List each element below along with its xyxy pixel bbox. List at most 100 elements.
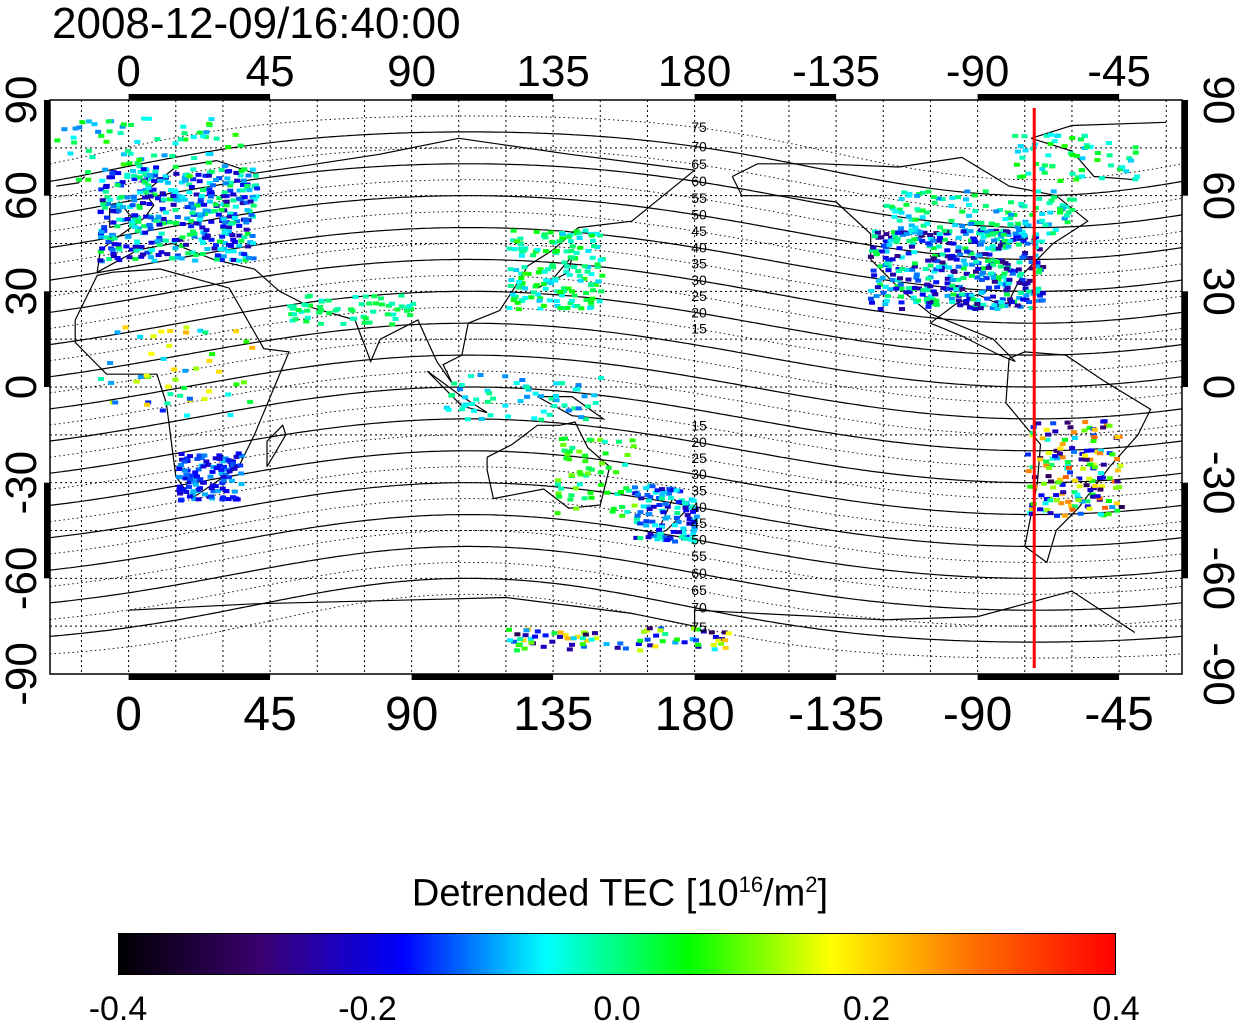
tec-data-point xyxy=(515,643,522,648)
tec-data-point xyxy=(886,242,893,247)
contour-label: 65 xyxy=(691,582,707,598)
tec-data-point xyxy=(522,633,529,638)
tec-data-point xyxy=(557,634,563,639)
tec-data-point xyxy=(209,469,216,474)
tec-data-point xyxy=(516,280,523,284)
tec-data-point xyxy=(1036,196,1043,201)
tec-data-point xyxy=(982,203,989,208)
tec-data-point xyxy=(158,250,165,255)
tec-data-point xyxy=(578,415,585,420)
tec-data-point xyxy=(888,238,895,243)
tec-data-point xyxy=(1059,482,1066,487)
tec-data-point xyxy=(542,235,549,240)
tec-data-point xyxy=(1033,234,1040,239)
tec-data-point xyxy=(583,473,590,478)
tec-data-point xyxy=(622,462,629,467)
tec-data-point xyxy=(1041,163,1048,168)
tec-data-point xyxy=(1079,156,1086,161)
tec-data-point xyxy=(160,216,167,221)
tec-data-point xyxy=(931,200,938,205)
tec-data-point xyxy=(231,466,238,471)
tec-data-point xyxy=(135,216,142,221)
tec-data-point xyxy=(120,162,127,167)
tec-data-point xyxy=(1007,297,1014,302)
tec-data-point xyxy=(1044,437,1051,442)
tec-data-point xyxy=(588,495,595,500)
tec-data-point xyxy=(980,266,987,271)
tec-data-point xyxy=(186,396,193,401)
tec-data-point xyxy=(1114,468,1121,473)
tec-data-point xyxy=(116,217,123,222)
tec-data-point xyxy=(588,283,595,288)
tec-data-point xyxy=(1081,134,1088,139)
tec-data-point xyxy=(201,397,208,402)
tec-data-point xyxy=(1005,232,1012,237)
tec-data-point xyxy=(1105,499,1112,503)
tec-data-point xyxy=(244,232,251,236)
tec-data-point xyxy=(878,235,885,240)
tec-data-point xyxy=(490,396,497,401)
tec-data-point xyxy=(202,235,209,240)
tec-data-point xyxy=(216,176,223,181)
timestamp-title: 2008-12-09/16:40:00 xyxy=(52,0,461,48)
tec-data-point xyxy=(1029,212,1036,217)
tec-data-point xyxy=(1033,298,1040,303)
tec-data-point xyxy=(366,301,373,306)
tec-data-point xyxy=(883,203,890,208)
tec-data-point xyxy=(530,253,537,258)
tec-data-point xyxy=(1049,456,1056,461)
tec-data-point xyxy=(989,244,996,249)
tec-data-point xyxy=(957,284,964,289)
tec-data-point xyxy=(371,294,378,299)
tec-data-point xyxy=(1053,493,1060,498)
tec-data-point xyxy=(109,171,116,176)
tec-data-point xyxy=(591,244,598,248)
tec-data-point xyxy=(191,479,198,484)
tec-data-point xyxy=(565,408,572,413)
tec-data-point xyxy=(964,249,971,254)
tec-data-point xyxy=(681,640,688,645)
tec-data-point xyxy=(223,203,230,208)
tec-data-point xyxy=(316,310,323,315)
tec-data-point xyxy=(206,121,212,126)
tec-data-point xyxy=(1116,485,1123,490)
tec-data-point xyxy=(576,236,583,240)
tec-data-point xyxy=(997,281,1004,286)
tec-data-point xyxy=(144,250,151,255)
tec-data-point xyxy=(1045,432,1051,437)
tec-data-point xyxy=(97,258,104,263)
tec-data-point xyxy=(1041,170,1048,175)
tec-data-point xyxy=(1114,479,1121,484)
tec-data-point xyxy=(349,308,356,313)
contour-label: 20 xyxy=(691,304,707,320)
tec-data-point xyxy=(925,258,932,263)
tec-data-point xyxy=(583,291,590,295)
tec-data-point xyxy=(584,269,591,274)
tec-data-point xyxy=(712,635,719,639)
tec-data-point xyxy=(461,403,468,408)
colorbar-tick-label: 0.0 xyxy=(593,990,641,1028)
frame-scale-segment xyxy=(44,100,50,196)
tec-data-point xyxy=(120,217,126,222)
tec-data-point xyxy=(236,223,243,228)
tec-data-point xyxy=(85,148,92,153)
tec-data-point xyxy=(199,225,206,230)
tec-data-point xyxy=(540,644,547,649)
tec-data-point xyxy=(948,253,955,258)
tec-data-point xyxy=(211,246,218,251)
tec-data-point xyxy=(975,266,982,271)
tec-data-point xyxy=(899,232,906,237)
tec-data-point xyxy=(148,240,155,245)
tec-data-point xyxy=(445,407,452,412)
tec-data-point xyxy=(919,190,926,195)
tec-data-point xyxy=(1003,266,1010,271)
tec-data-point xyxy=(715,638,722,643)
tec-data-point xyxy=(994,307,1001,311)
tec-data-point xyxy=(978,290,985,295)
tec-data-point xyxy=(1028,266,1035,271)
tec-data-point xyxy=(1022,221,1029,226)
tec-data-point xyxy=(916,286,922,291)
tec-data-point xyxy=(203,228,210,233)
tec-data-point xyxy=(599,461,606,466)
tec-data-point xyxy=(176,484,183,489)
